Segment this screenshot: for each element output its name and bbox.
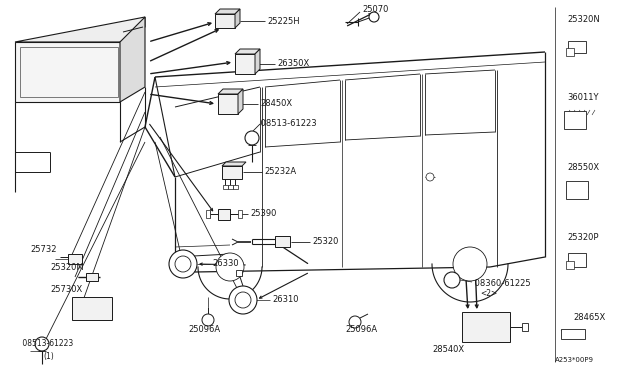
Bar	[232, 185, 237, 189]
Bar	[227, 185, 232, 189]
Circle shape	[175, 256, 191, 272]
Bar	[206, 210, 210, 218]
Text: 25320: 25320	[312, 237, 339, 247]
Polygon shape	[218, 209, 230, 220]
Circle shape	[369, 12, 379, 22]
Text: 28465X: 28465X	[573, 312, 605, 321]
Polygon shape	[215, 9, 240, 14]
Bar	[236, 270, 242, 276]
Circle shape	[235, 292, 251, 308]
Text: 26330: 26330	[212, 260, 239, 269]
Bar	[568, 41, 586, 53]
Text: 26350X: 26350X	[277, 60, 309, 68]
Bar	[566, 181, 588, 199]
Polygon shape	[222, 162, 246, 166]
Text: 25225H: 25225H	[267, 16, 300, 26]
Polygon shape	[222, 166, 242, 179]
Text: 28540X: 28540X	[432, 346, 464, 355]
Polygon shape	[275, 236, 290, 247]
Text: 26310: 26310	[272, 295, 298, 305]
Polygon shape	[235, 49, 260, 54]
Polygon shape	[15, 17, 145, 42]
Bar	[568, 253, 586, 267]
Text: 08513-61223: 08513-61223	[20, 340, 73, 349]
Text: 25096A: 25096A	[345, 326, 377, 334]
Circle shape	[216, 253, 244, 281]
Text: A253*00P9: A253*00P9	[555, 357, 594, 363]
Polygon shape	[15, 42, 120, 102]
Bar	[566, 261, 574, 269]
Polygon shape	[238, 89, 243, 114]
Text: S: S	[450, 278, 454, 282]
Polygon shape	[218, 89, 243, 94]
Text: 08360-61225: 08360-61225	[472, 279, 531, 289]
Text: 08513-61223: 08513-61223	[258, 119, 317, 128]
Text: 25232A: 25232A	[264, 167, 296, 176]
Bar	[564, 111, 586, 129]
Text: 25320N: 25320N	[567, 16, 600, 25]
Circle shape	[35, 337, 49, 351]
Text: S: S	[40, 341, 44, 346]
Text: 25320M: 25320M	[50, 263, 84, 272]
Text: 36011Y: 36011Y	[567, 93, 598, 102]
Bar	[238, 210, 242, 218]
Text: 25390: 25390	[250, 209, 276, 218]
Circle shape	[245, 131, 259, 145]
Polygon shape	[68, 254, 82, 264]
Bar	[561, 329, 585, 339]
Text: (1): (1)	[43, 353, 54, 362]
Circle shape	[349, 316, 361, 328]
Polygon shape	[72, 297, 112, 320]
Text: 25070: 25070	[362, 6, 388, 15]
Circle shape	[426, 173, 434, 181]
Polygon shape	[462, 312, 510, 342]
Polygon shape	[218, 94, 238, 114]
Circle shape	[202, 314, 214, 326]
Text: 28550X: 28550X	[567, 163, 599, 171]
Text: S: S	[250, 135, 254, 141]
Text: 25096A: 25096A	[188, 326, 220, 334]
Text: 25320P: 25320P	[567, 232, 598, 241]
Text: 25732: 25732	[30, 246, 56, 254]
Bar	[86, 273, 98, 281]
Text: 28450X: 28450X	[260, 99, 292, 109]
Bar	[522, 323, 528, 331]
Bar	[566, 48, 574, 56]
Polygon shape	[215, 14, 235, 28]
Circle shape	[229, 286, 257, 314]
Circle shape	[169, 250, 197, 278]
Polygon shape	[255, 49, 260, 74]
Bar	[223, 185, 227, 189]
Polygon shape	[120, 17, 145, 102]
Polygon shape	[235, 9, 240, 28]
Text: 25730X: 25730X	[50, 285, 83, 294]
Circle shape	[444, 272, 460, 288]
Polygon shape	[235, 54, 255, 74]
Text: <2>: <2>	[480, 289, 497, 298]
Circle shape	[453, 247, 487, 281]
